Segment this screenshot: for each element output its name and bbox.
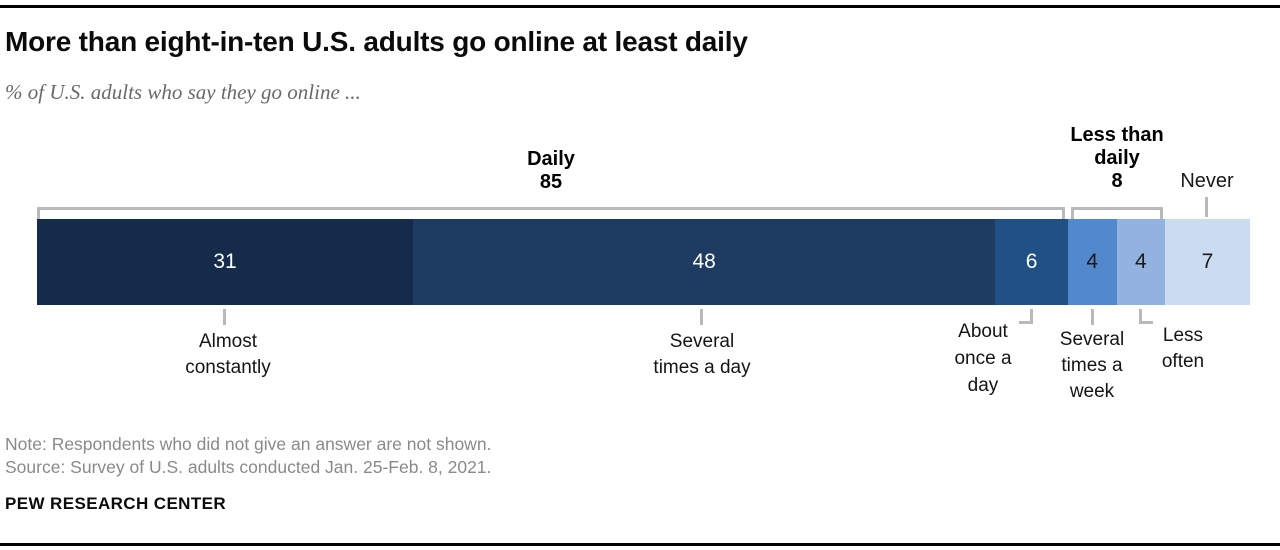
bar-segment-several-times-a-week: 4 <box>1068 219 1117 305</box>
segment-value: 6 <box>1025 250 1038 273</box>
stacked-bar: 31 48 6 4 4 7 <box>37 219 1250 305</box>
bar-segment-several-times-a-day: 48 <box>413 219 996 305</box>
daily-group-label: Daily 85 <box>451 148 651 194</box>
daily-group-text: Daily <box>527 148 575 170</box>
bottom-rule <box>0 543 1280 546</box>
bar-segment-about-once-a-day: 6 <box>995 219 1069 305</box>
daily-bracket <box>37 207 1065 219</box>
less-than-daily-group-label: Less than daily 8 <box>1037 124 1197 193</box>
source-line: Source: Survey of U.S. adults conducted … <box>5 457 492 477</box>
segment-value: 4 <box>1134 250 1147 273</box>
top-rule <box>0 5 1280 8</box>
almost-constantly-tick <box>223 309 226 325</box>
page-title: More than eight-in-ten U.S. adults go on… <box>5 26 748 57</box>
label-several-times-a-day: Several times a day <box>653 331 751 378</box>
note-line: Note: Respondents who did not give an an… <box>5 434 492 454</box>
segment-value: 7 <box>1201 250 1214 273</box>
bar-segment-almost-constantly: 31 <box>37 219 414 305</box>
less-than-daily-bracket <box>1071 207 1163 219</box>
label-several-times-a-week: Several times a week <box>1059 329 1125 402</box>
bar-segment-less-often: 4 <box>1116 219 1166 305</box>
several-times-a-week-tick <box>1091 309 1094 325</box>
segment-value: 48 <box>692 250 716 273</box>
segment-value: 31 <box>213 250 237 273</box>
never-tick-line <box>1205 197 1208 217</box>
label-about-once-a-day: About once a day <box>954 321 1012 396</box>
daily-group-value: 85 <box>539 171 563 193</box>
never-group-label: Never <box>1180 170 1234 192</box>
chart-subtitle: % of U.S. adults who say they go online … <box>5 80 361 104</box>
bar-segment-never: 7 <box>1165 219 1250 305</box>
ltd-group-text-line2: daily <box>1094 147 1140 169</box>
less-often-elbow <box>1139 309 1153 324</box>
brand-footer: PEW RESEARCH CENTER <box>5 494 227 513</box>
several-times-a-day-tick <box>700 309 703 325</box>
about-once-a-day-elbow <box>1019 309 1033 324</box>
segment-value: 4 <box>1086 250 1099 273</box>
ltd-group-value: 8 <box>1111 170 1123 192</box>
label-less-often: Less often <box>1161 325 1205 372</box>
footnote-block: Note: Respondents who did not give an an… <box>5 433 491 479</box>
ltd-group-text-line1: Less than <box>1070 124 1164 146</box>
label-almost-constantly: Almost constantly <box>185 331 271 378</box>
